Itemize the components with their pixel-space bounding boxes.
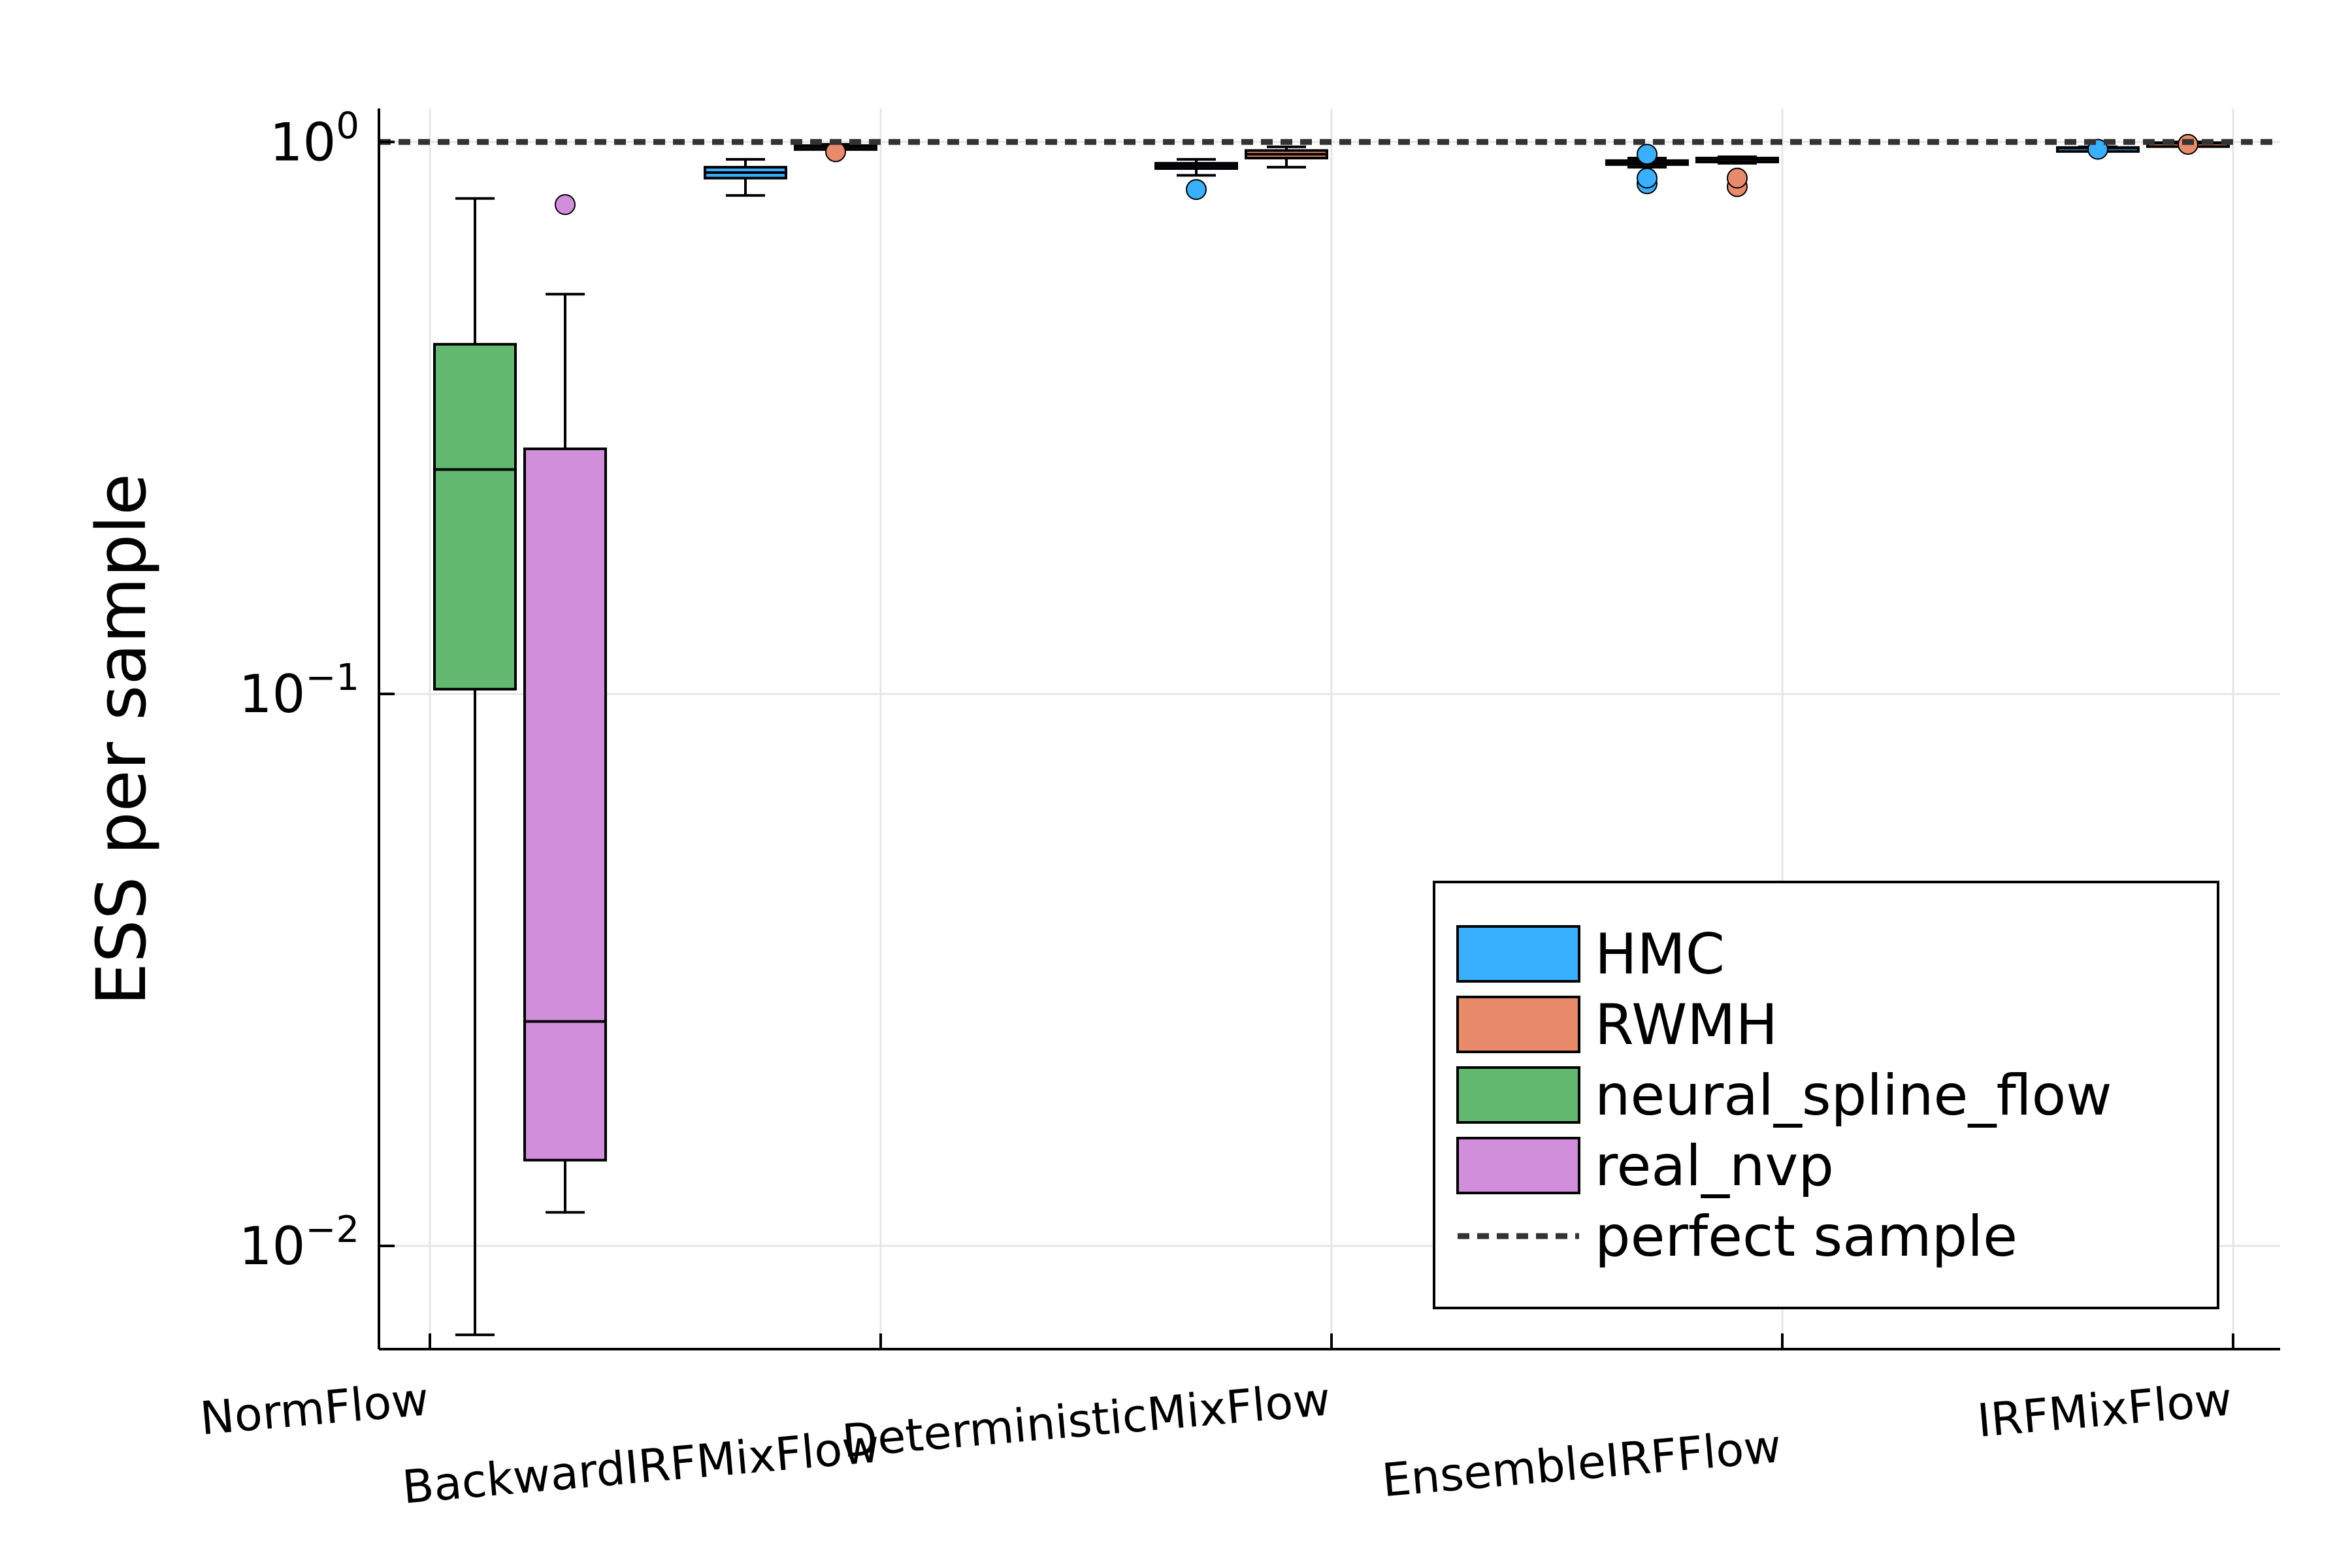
legend-swatch-neural_spline_flow — [1456, 1066, 1580, 1124]
legend-swatch-real_nvp — [1456, 1137, 1580, 1194]
outlier-point — [1727, 167, 1748, 189]
outlier-point — [1637, 144, 1658, 165]
legend-label: RWMH — [1595, 992, 1778, 1058]
outlier-point — [555, 194, 576, 216]
box-HMC — [704, 157, 787, 197]
box-neural_spline_flow — [433, 197, 517, 1337]
legend-label: perfect sample — [1595, 1204, 2017, 1269]
box-real_nvp — [523, 194, 607, 1214]
y-tick-label: 10−2 — [239, 1209, 359, 1277]
x-tick-label: IRFMixFlow — [1975, 1372, 2234, 1448]
x-tick-label: NormFlow — [198, 1372, 431, 1445]
legend-label: HMC — [1595, 922, 1725, 987]
outlier-point — [1637, 167, 1658, 189]
axes: NormFlowBackwardIRFMixFlowDeterministicM… — [198, 105, 2280, 1514]
legend-swatch-RWMH — [1456, 996, 1580, 1053]
legend-swatch-HMC — [1456, 925, 1580, 983]
x-tick-label: DeterministicMixFlow — [840, 1372, 1333, 1468]
plot-area — [379, 133, 2280, 1337]
box-RWMH — [1695, 155, 1779, 197]
legend-label: real_nvp — [1595, 1134, 1834, 1199]
x-tick-label: EnsembleIRFFlow — [1380, 1419, 1783, 1507]
legend-label: neural_spline_flow — [1595, 1063, 2112, 1128]
y-tick-label: 100 — [270, 105, 359, 172]
box-body — [523, 447, 607, 1162]
grid-lines — [379, 108, 2280, 1349]
box-HMC — [1154, 157, 1238, 201]
x-tick-label: BackwardIRFMixFlow — [400, 1419, 881, 1514]
y-axis-title: ESS per sample — [82, 474, 161, 1006]
legend: HMCRWMHneural_spline_flowreal_nvpperfect… — [1433, 881, 2219, 1309]
y-tick-label: 10−1 — [239, 657, 359, 725]
box-body — [433, 342, 517, 691]
box-HMC — [1605, 144, 1689, 195]
box-RWMH — [1245, 145, 1328, 169]
outlier-point — [1186, 179, 1207, 201]
